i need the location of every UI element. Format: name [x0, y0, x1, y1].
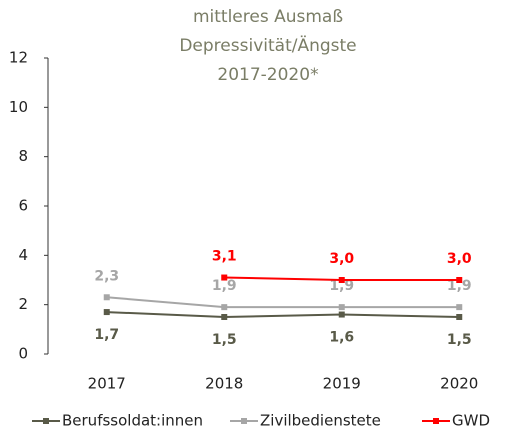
y-tick-label: 8 [18, 147, 28, 165]
x-tick-label: 2019 [323, 375, 361, 393]
marker [456, 277, 463, 283]
chart-title: Depressivität/Ängste [179, 35, 356, 56]
chart-title: mittleres Ausmaß [193, 7, 343, 27]
marker [338, 311, 345, 318]
value-label: 1,9 [329, 278, 354, 294]
value-label: 3,1 [212, 249, 237, 265]
legend-marker [433, 418, 439, 424]
marker [221, 304, 228, 311]
y-tick-label: 12 [9, 49, 28, 67]
marker [456, 314, 463, 320]
value-label: 1,6 [329, 330, 354, 346]
chart-title: 2017-2020* [217, 65, 318, 85]
legend-marker [241, 418, 247, 424]
y-tick-label: 6 [18, 197, 28, 215]
marker [221, 314, 228, 320]
marker [338, 304, 345, 311]
x-tick-label: 2020 [440, 375, 478, 393]
legend-label: Zivilbedienstete [260, 412, 381, 430]
marker [103, 309, 110, 316]
series-line [106, 311, 460, 319]
value-label: 1,5 [212, 332, 237, 348]
marker [338, 277, 345, 283]
y-tick-label: 0 [18, 345, 28, 363]
x-tick-label: 2017 [88, 375, 126, 393]
legend-label: GWD [452, 412, 490, 430]
series-line [106, 296, 460, 309]
value-label: 2,3 [94, 268, 119, 284]
value-label: 3,0 [329, 251, 354, 267]
marker [456, 304, 463, 311]
marker [103, 294, 110, 301]
x-tick-label: 2018 [205, 375, 243, 393]
legend-label: Berufssoldat:innen [62, 412, 203, 430]
value-label: 1,7 [94, 327, 119, 343]
value-label: 1,9 [212, 278, 237, 294]
value-label: 1,5 [447, 332, 472, 348]
value-label: 1,9 [447, 278, 472, 294]
marker [221, 274, 228, 281]
y-tick-label: 4 [18, 246, 28, 264]
value-label: 3,0 [447, 251, 472, 267]
legend-marker [43, 418, 49, 424]
y-tick-label: 2 [18, 295, 28, 313]
y-tick-label: 10 [9, 98, 28, 116]
